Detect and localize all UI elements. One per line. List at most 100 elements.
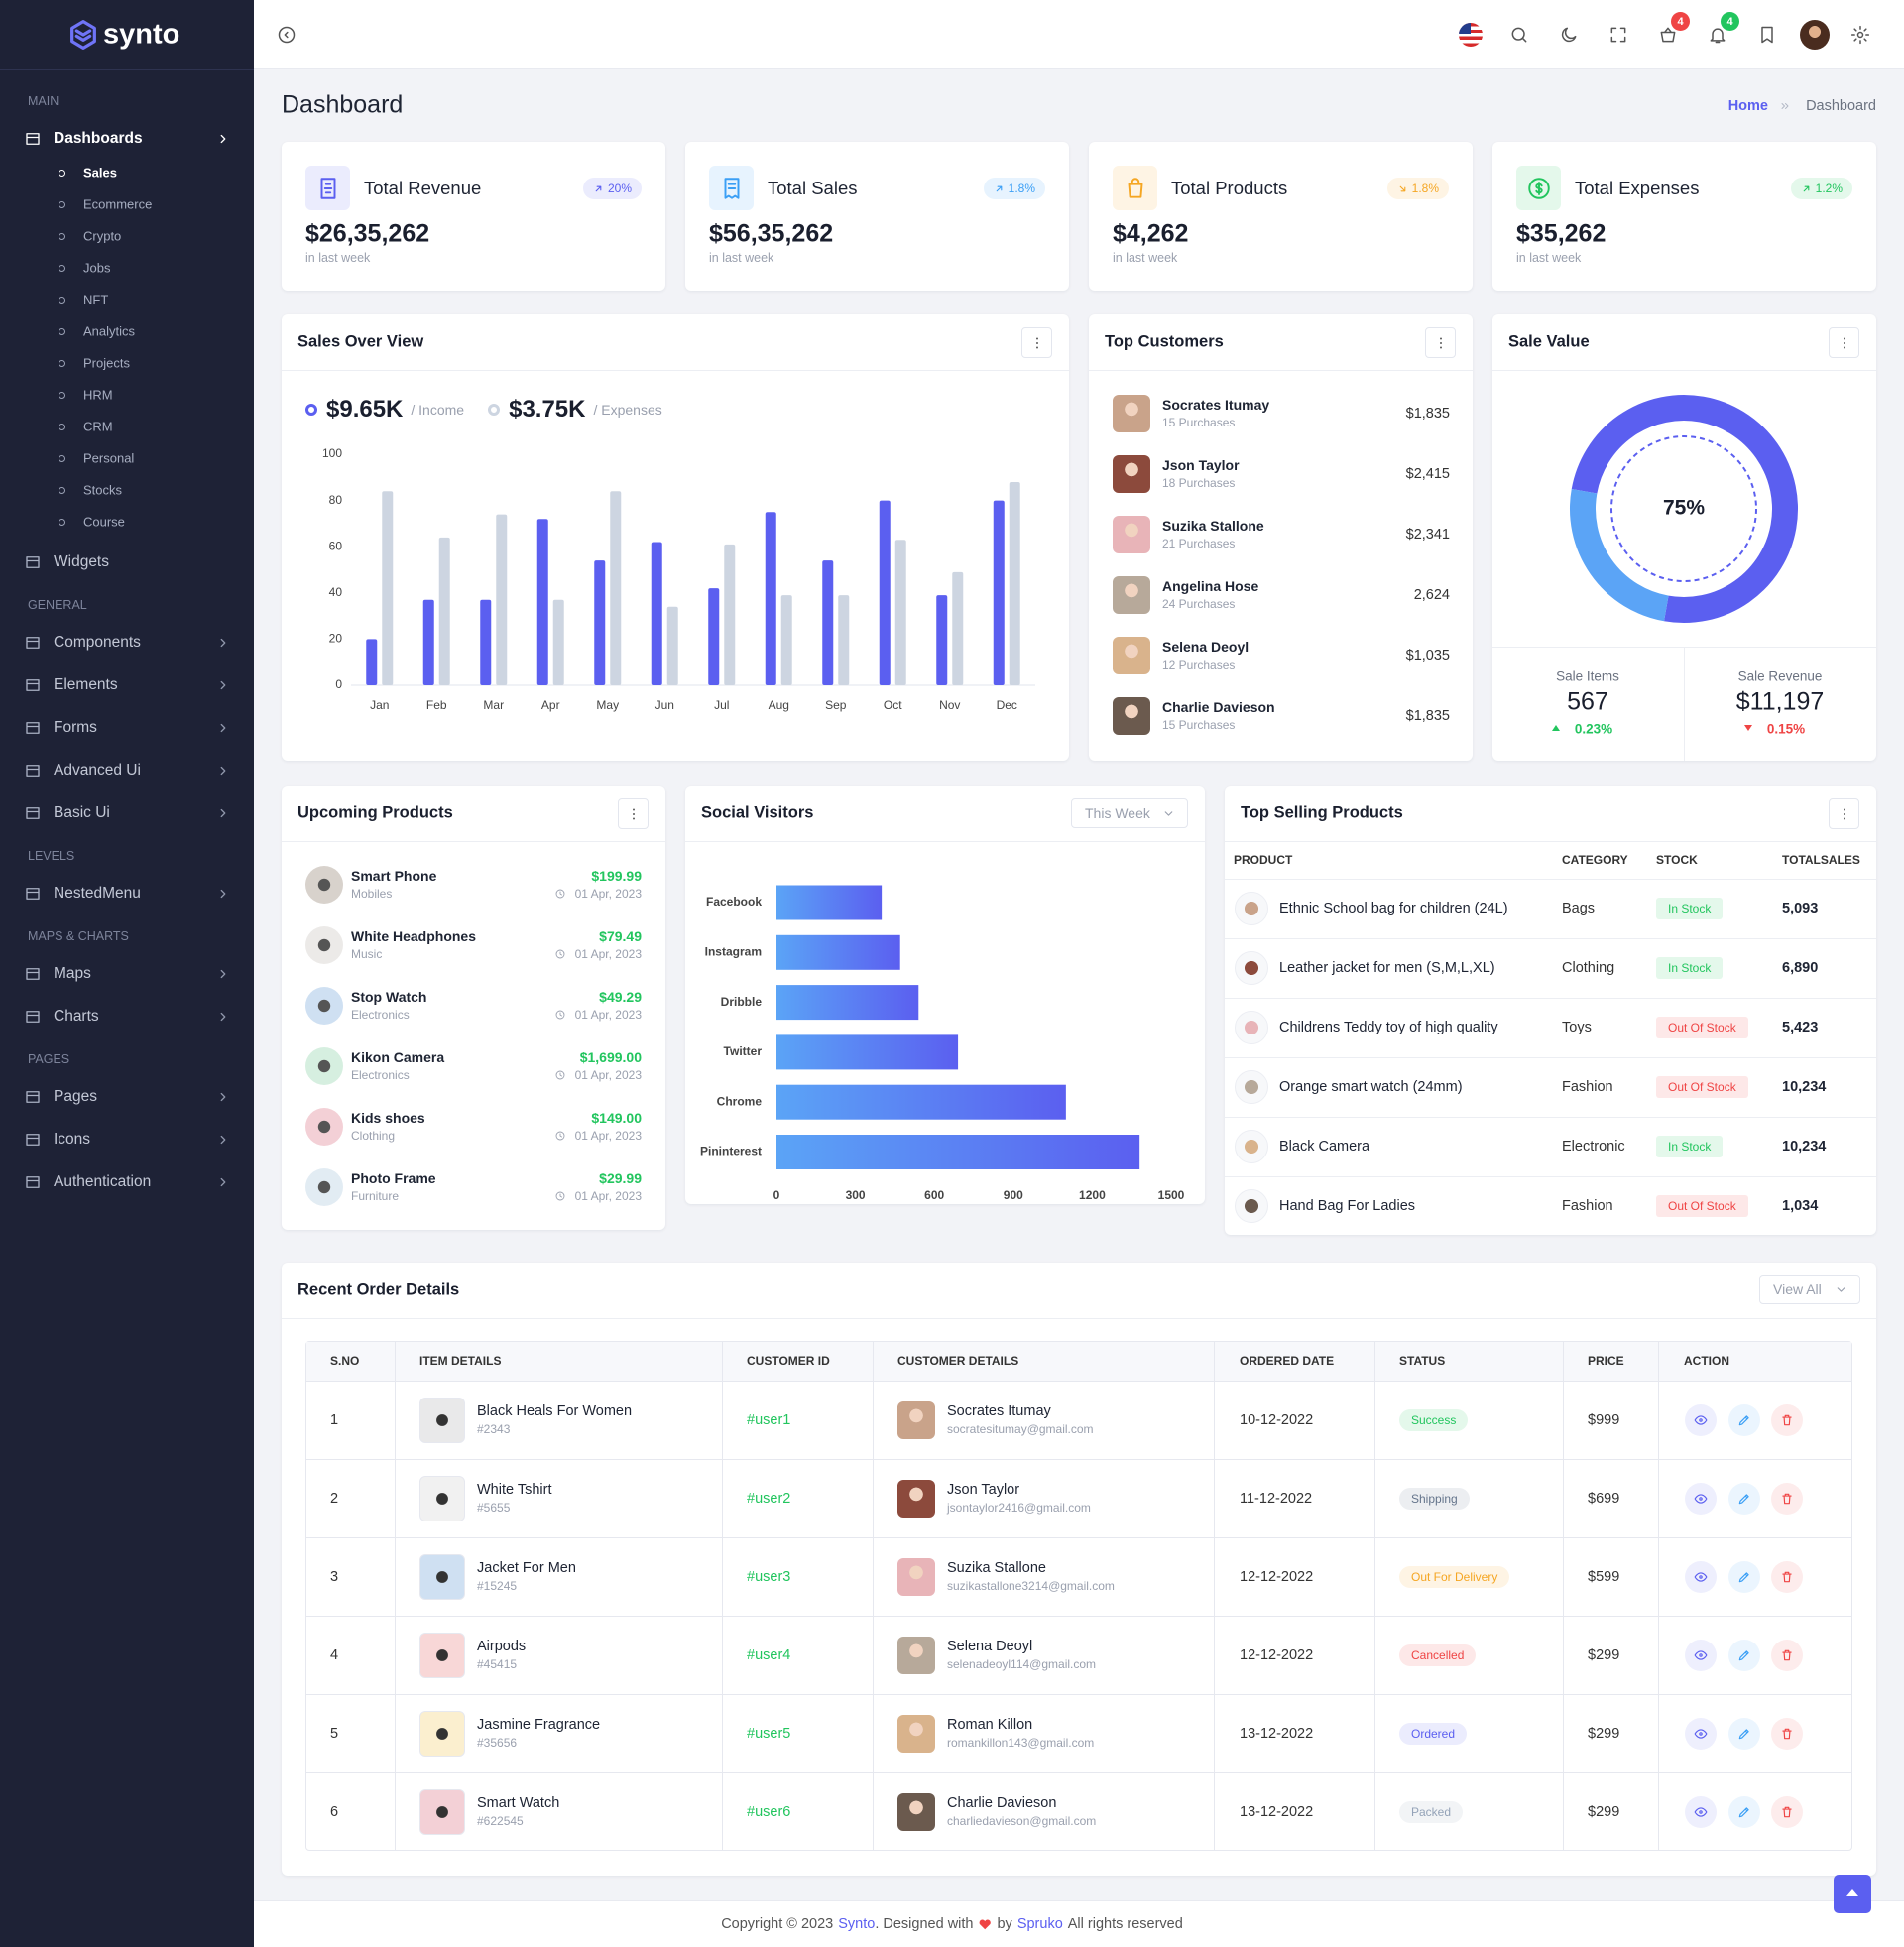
view-button[interactable] [1685, 1483, 1717, 1515]
menu-item[interactable]: Forms [54, 719, 97, 736]
view-icon-shape [1694, 1729, 1708, 1739]
product-thumb [305, 987, 343, 1025]
view-button[interactable] [1685, 1404, 1717, 1436]
edit-button[interactable] [1727, 1796, 1760, 1828]
logo-text[interactable]: synto [103, 18, 180, 51]
breadcrumb-link[interactable]: Home [1727, 98, 1768, 114]
search-icon-shape [1511, 27, 1527, 43]
menu-item[interactable]: Basic Ui [54, 804, 110, 821]
sale-stat-value: 567 [1567, 687, 1608, 716]
menu-item[interactable]: Advanced Ui [54, 762, 141, 779]
product-category: Toys [1562, 1020, 1592, 1035]
more-button[interactable] [1829, 798, 1859, 829]
submenu-item[interactable]: HRM [83, 387, 113, 403]
delete-button[interactable] [1771, 1404, 1803, 1436]
menu-icon [26, 722, 40, 734]
avatar [897, 1558, 935, 1596]
submenu-item[interactable]: Analytics [83, 323, 136, 339]
more-button[interactable] [618, 798, 649, 829]
menu-toggle[interactable] [277, 25, 297, 45]
delete-button[interactable] [1771, 1640, 1803, 1671]
status-badge: Cancelled [1399, 1644, 1477, 1666]
submenu-item[interactable]: Personal [83, 450, 135, 466]
product-name: Orange smart watch (24mm) [1279, 1079, 1463, 1095]
view-icon [1694, 1650, 1708, 1660]
product-name: White Headphones [351, 928, 477, 944]
theme-toggle-icon[interactable] [1559, 25, 1579, 45]
submenu-item[interactable]: CRM [83, 419, 113, 434]
view-button[interactable] [1685, 1561, 1717, 1593]
menu-item[interactable]: Widgets [54, 553, 109, 570]
breadcrumb-separator [1781, 103, 1789, 109]
search-icon[interactable] [1509, 25, 1529, 45]
avatar [1113, 637, 1150, 674]
view-button[interactable] [1685, 1640, 1717, 1671]
view-button[interactable] [1685, 1796, 1717, 1828]
edit-button[interactable] [1727, 1718, 1760, 1750]
edit-button[interactable] [1727, 1404, 1760, 1436]
delete-button[interactable] [1771, 1796, 1803, 1828]
company-link[interactable]: Spruko [1016, 1916, 1063, 1932]
product-thumb [1235, 1011, 1268, 1044]
item-name: Black Heals For Women [477, 1403, 633, 1419]
delete-button[interactable] [1771, 1483, 1803, 1515]
menu-item[interactable]: Icons [54, 1131, 91, 1148]
submenu-item[interactable]: NFT [83, 292, 109, 307]
menu-item[interactable]: Dashboards [54, 130, 143, 147]
fullscreen-icon[interactable] [1608, 25, 1628, 45]
menu-item[interactable]: NestedMenu [54, 885, 141, 902]
product-price: $1,699.00 [579, 1049, 642, 1065]
product-date: 01 Apr, 2023 [574, 1008, 642, 1022]
settings-icon[interactable] [1850, 25, 1870, 45]
customer-id: #user4 [747, 1647, 791, 1663]
menu-item[interactable]: Pages [54, 1088, 97, 1105]
notifications-icon[interactable] [1708, 25, 1727, 45]
logo-icon [70, 20, 96, 50]
more-button[interactable] [1829, 327, 1859, 358]
submenu-item[interactable]: Jobs [83, 260, 111, 276]
brand-link[interactable]: Synto [838, 1916, 876, 1932]
delete-button[interactable] [1771, 1561, 1803, 1593]
filter-dropdown[interactable]: This Week [1071, 798, 1188, 828]
stat-note: in last week [305, 251, 371, 265]
product-category: Electronic [1562, 1139, 1625, 1155]
view-button[interactable] [1685, 1718, 1717, 1750]
bookmark-icon[interactable] [1757, 25, 1777, 45]
breadcrumb-current: Dashboard [1806, 98, 1876, 114]
submenu-item[interactable]: Ecommerce [83, 196, 153, 212]
menu-item[interactable]: Maps [54, 965, 91, 982]
stat-icon-shape [724, 177, 739, 199]
row-divider [1225, 879, 1876, 880]
cart-icon[interactable] [1658, 25, 1678, 45]
menu-item[interactable]: Elements [54, 676, 118, 693]
clock-icon [555, 889, 565, 899]
menu-item[interactable]: Charts [54, 1008, 99, 1025]
edit-button[interactable] [1727, 1483, 1760, 1515]
order-date: 13-12-2022 [1240, 1726, 1314, 1742]
customer-amount: $1,835 [1405, 406, 1450, 422]
order-price: $699 [1588, 1491, 1620, 1507]
more-button[interactable] [1425, 327, 1456, 358]
order-date: 11-12-2022 [1240, 1491, 1313, 1507]
more-icon [1844, 808, 1845, 820]
delete-button[interactable] [1771, 1718, 1803, 1750]
submenu-item[interactable]: Sales [83, 165, 117, 181]
more-button[interactable] [1021, 327, 1052, 358]
edit-button[interactable] [1727, 1561, 1760, 1593]
stat-icon-box [1113, 166, 1157, 210]
menu-item[interactable]: Authentication [54, 1173, 152, 1190]
menu-item[interactable]: Components [54, 634, 141, 651]
view-all-button[interactable]: View All [1759, 1275, 1860, 1304]
submenu-item[interactable]: Stocks [83, 482, 123, 498]
submenu-item[interactable]: Projects [83, 355, 130, 371]
product-name: Childrens Teddy toy of high quality [1279, 1020, 1498, 1035]
language-flag[interactable] [1459, 23, 1483, 47]
sidebar-divider [0, 69, 254, 70]
row-divider [1225, 1057, 1876, 1058]
submenu-item[interactable]: Crypto [83, 228, 122, 244]
submenu-item[interactable]: Course [83, 514, 125, 530]
avatar [897, 1480, 935, 1518]
edit-button[interactable] [1727, 1640, 1760, 1671]
menu-chevron [220, 808, 226, 818]
user-avatar[interactable] [1800, 20, 1830, 50]
